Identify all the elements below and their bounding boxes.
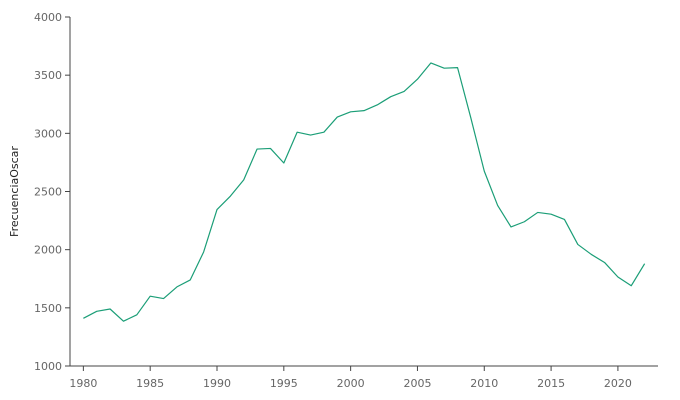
y-axis-title: FrecuenciaOscar (8, 146, 21, 237)
x-axis-ticks: 1980 1985 1990 1995 2000 2005 2010 2015 2020 (69, 366, 632, 390)
series-line (83, 62, 646, 322)
axes: 1000 1500 2000 2500 3000 3500 4000 1980 1985 199… (34, 11, 658, 390)
x-tick-label: 2015 (537, 377, 565, 390)
y-axis-ticks: 1000 1500 2000 2500 3000 3500 4000 (34, 11, 70, 373)
x-tick-label: 1985 (136, 377, 164, 390)
x-tick-label: 1990 (203, 377, 231, 390)
x-tick-label: 2010 (470, 377, 498, 390)
x-tick-label: 1995 (270, 377, 298, 390)
y-tick-label: 2500 (34, 186, 62, 199)
x-tick-label: 2020 (604, 377, 632, 390)
y-tick-label: 2000 (34, 244, 62, 257)
x-tick-label: 2005 (403, 377, 431, 390)
x-tick-label: 2000 (337, 377, 365, 390)
y-tick-label: 1500 (34, 302, 62, 315)
y-tick-label: 3500 (34, 69, 62, 82)
series-layer (83, 62, 646, 322)
y-tick-label: 3000 (34, 127, 62, 140)
x-tick-label: 1980 (69, 377, 97, 390)
y-tick-label: 4000 (34, 11, 62, 24)
y-tick-label: 1000 (34, 360, 62, 373)
